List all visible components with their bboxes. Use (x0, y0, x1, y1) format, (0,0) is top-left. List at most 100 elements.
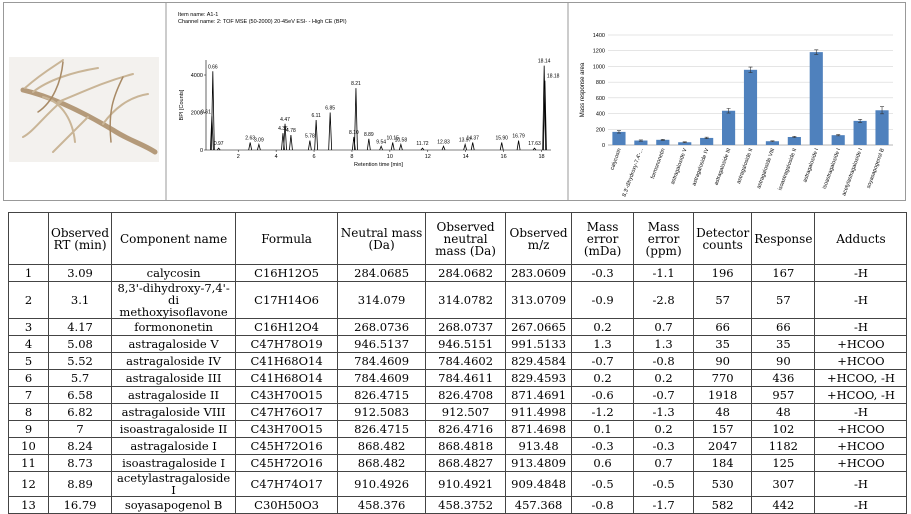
table-cell: 0.1 (571, 420, 635, 438)
x-tick-label: 14 (463, 154, 469, 160)
table-cell: -0.5 (633, 471, 695, 497)
table-cell: 826.4715 (337, 420, 427, 438)
table-cell: 8.73 (47, 454, 113, 472)
table-cell: 10 (8, 437, 49, 455)
table-cell: 6.82 (47, 403, 113, 421)
x-tick-label: astragaloside III (714, 147, 733, 186)
table-cell: 11 (8, 454, 49, 472)
table-cell: 871.4698 (505, 420, 573, 438)
x-tick-label: astragaloside VIII (756, 147, 776, 189)
column-header (8, 212, 49, 265)
table-cell: +HCOO (814, 352, 908, 370)
x-axis-label: Retention time [min] (354, 162, 403, 168)
x-tick-label: 18 (538, 154, 544, 160)
peak-label: 6.11 (311, 113, 321, 119)
table-cell: 13 (8, 496, 49, 514)
peak-label: 8.89 (364, 132, 374, 138)
table-cell: 912.507 (425, 403, 507, 421)
table-cell: 5 (8, 352, 49, 370)
table-cell: 5.52 (47, 352, 113, 370)
peak-label: 15.90 (495, 136, 508, 142)
table-cell: -1.2 (571, 403, 635, 421)
peak-label: 4.47 (280, 117, 290, 123)
table-cell: 770 (693, 369, 753, 387)
table-cell: 8,3'-dihydroxy-7,4'-di methoxyisoflavone (111, 281, 237, 319)
table-cell: -0.5 (571, 471, 635, 497)
y-axis-label: BPI [Counts] (179, 89, 185, 120)
peak (328, 112, 333, 151)
peak (398, 142, 403, 151)
y-axis-label: Mass response area (580, 62, 586, 117)
table-cell: acetylastragaloside I (111, 471, 237, 497)
x-tick-label: acetylastragaloside I (841, 147, 864, 197)
x-tick-label: 8,3'-dihydroxy-7,4'-... (622, 147, 645, 197)
table-cell: 284.0682 (425, 264, 507, 282)
bar (831, 135, 845, 145)
table-cell: 90 (693, 352, 753, 370)
table-cell: astragaloside IV (111, 352, 237, 370)
peak-label: 5.78 (305, 134, 315, 140)
error-bar (704, 136, 709, 140)
table-cell: 868.482 (337, 437, 427, 455)
table-cell: 8 (8, 403, 49, 421)
y-tick-label: 1200 (593, 49, 605, 55)
table-cell: 9 (8, 420, 49, 438)
table-cell: 4.17 (47, 318, 113, 336)
peak (248, 142, 253, 151)
table-cell: C41H68O14 (235, 369, 339, 387)
bar (875, 110, 889, 145)
table-cell: -1.3 (633, 403, 695, 421)
table-cell: 829.4584 (505, 352, 573, 370)
table-cell: 125 (751, 454, 816, 472)
table-cell: 957 (751, 386, 816, 404)
table-cell: +HCOO (814, 420, 908, 438)
column-header: Observed neutral mass (Da) (425, 212, 507, 265)
table-cell: +HCOO (814, 437, 908, 455)
table-cell: 66 (693, 318, 753, 336)
table-cell: -2.8 (633, 281, 695, 319)
table-cell: -0.6 (571, 386, 635, 404)
table-cell: 6.58 (47, 386, 113, 404)
error-bar (858, 119, 863, 123)
table-row: 5 5.52 astragaloside IV C41H68O14 784.4609 78… (8, 352, 908, 370)
table-cell: 946.5151 (425, 335, 507, 353)
peak (354, 88, 358, 151)
table-cell: 102 (751, 420, 816, 438)
peak-label: 13.97 (459, 137, 472, 143)
table-cell: 4 (8, 335, 49, 353)
peak-label: 0.97 (214, 141, 224, 147)
table-cell: 784.4609 (337, 369, 427, 387)
peak-label: 10.58 (395, 137, 408, 143)
peak-label: 4.78 (286, 128, 296, 134)
bar (678, 142, 692, 145)
table-cell: 12 (8, 471, 49, 497)
table-cell: soyasapogenol B (111, 496, 237, 514)
peak (307, 140, 312, 151)
peak-label: 9.54 (376, 139, 386, 145)
peak (516, 140, 521, 151)
table-row: 10 8.24 astragaloside I C45H72O16 868.482 868… (8, 437, 908, 455)
table-row: 2 3.1 8,3'-dihydroxy-7,4'-di methoxyisofla… (8, 281, 908, 319)
table-cell: isoastragaloside I (111, 454, 237, 472)
table-cell: 16.79 (47, 496, 113, 514)
error-bar (748, 66, 753, 73)
x-tick-label: astragaloside IV (691, 147, 710, 186)
table-cell: -H (814, 496, 908, 514)
table-cell: 1.3 (633, 335, 695, 353)
table-cell: calycosin (111, 264, 237, 282)
peak (366, 138, 371, 151)
column-header: Observed RT (min) (47, 212, 113, 265)
chart-subtitle: Channel name: 2: TOF MSE (50-2000) 20-45… (178, 19, 347, 25)
bar (765, 141, 779, 145)
table-cell: 911.4998 (505, 403, 573, 421)
table-cell: C45H72O16 (235, 437, 339, 455)
table-cell: 910.4926 (337, 471, 427, 497)
peak-label: 3.09 (254, 137, 264, 143)
table-cell: 436 (751, 369, 816, 387)
table-row: 1 3.09 calycosin C16H12O5 284.0685 284.0682 28… (8, 264, 908, 282)
table-cell: -H (814, 318, 908, 336)
table-row: 3 4.17 formononetin C16H12O4 268.0736 268.073… (8, 318, 908, 336)
y-tick-label: 1000 (593, 64, 605, 70)
peak-label: 6.85 (325, 106, 335, 112)
table-cell: 1 (8, 264, 49, 282)
